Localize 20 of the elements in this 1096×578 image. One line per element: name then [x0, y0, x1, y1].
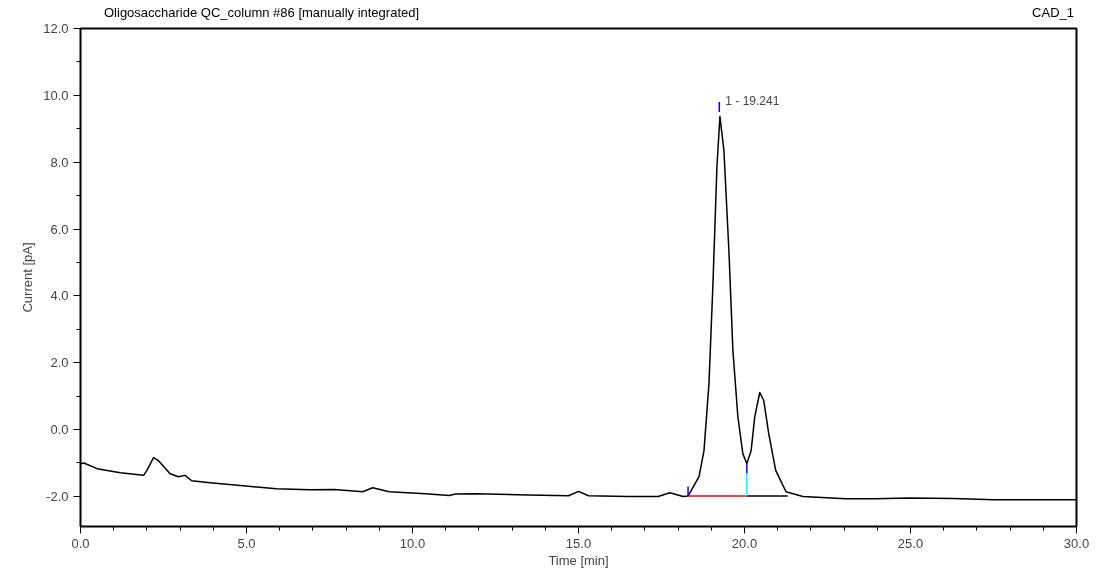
annotation: 1 - 19.241 — [725, 94, 780, 109]
y-tick-label: 0.0 — [50, 422, 69, 438]
x-axis-title: Time [min] — [548, 552, 609, 568]
y-axis-title: Current [pA] — [20, 242, 36, 313]
y-tick-label: 10.0 — [43, 87, 69, 103]
chart-title: Oligosaccharide QC_column #86 [manually integrated] — [104, 4, 420, 22]
x-tick-label: 20.0 — [731, 535, 758, 551]
y-tick-label: 8.0 — [50, 154, 69, 170]
x-tick-label: 15.0 — [565, 535, 592, 551]
x-tick-label: 10.0 — [399, 535, 426, 551]
y-tick-label: 4.0 — [50, 288, 69, 304]
y-tick-label: 6.0 — [50, 221, 69, 237]
x-tick-label: 25.0 — [897, 535, 924, 551]
text: CAD_1 — [1032, 4, 1074, 22]
y-tick-label: 2.0 — [50, 355, 69, 371]
y-tick-label: -2.0 — [46, 488, 69, 504]
x-tick-label: 5.0 — [237, 535, 256, 551]
x-tick-label: 30.0 — [1063, 535, 1090, 551]
x-tick-label: 0.0 — [71, 535, 90, 551]
y-tick-label: 12.0 — [43, 21, 69, 36]
